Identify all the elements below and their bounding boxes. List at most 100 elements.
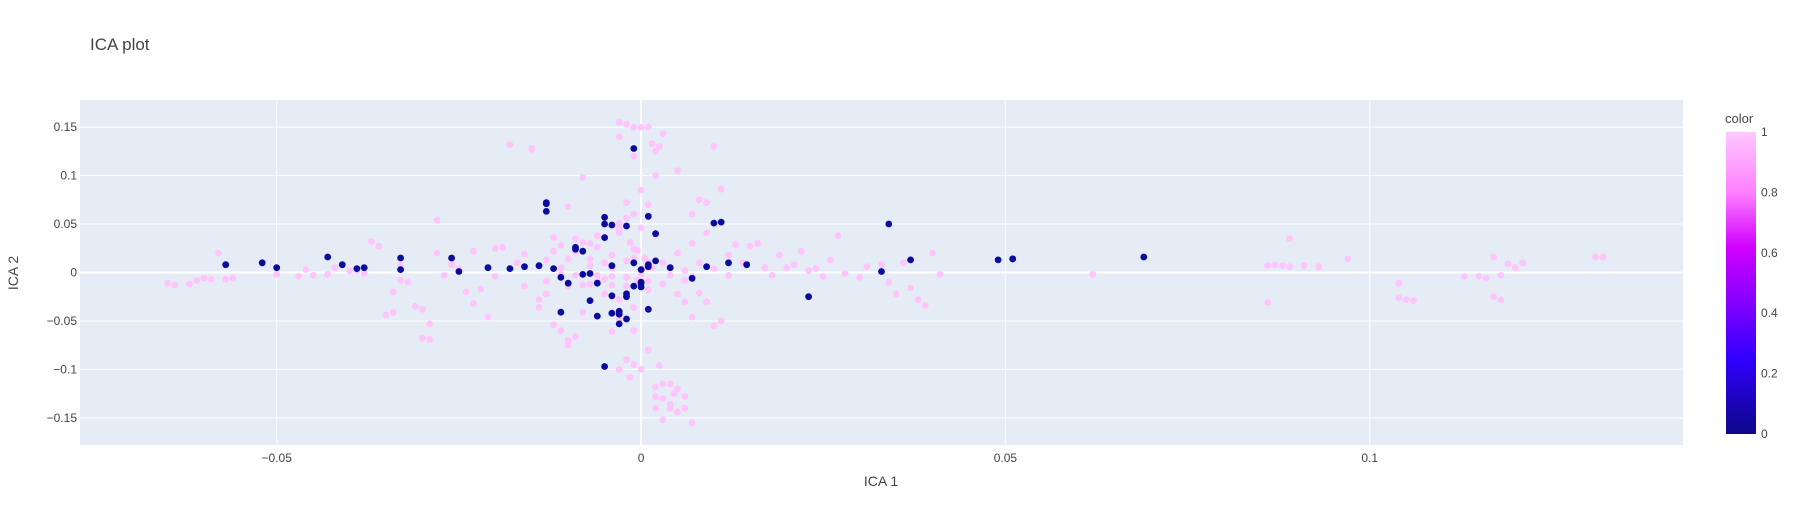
scatter-point-color-1 bbox=[608, 273, 616, 280]
scatter-point-color-1 bbox=[470, 300, 477, 307]
scatter-point-color-1 bbox=[557, 327, 565, 334]
scatter-point-color-1 bbox=[681, 267, 689, 274]
scatter-point-color-0 bbox=[608, 292, 616, 300]
scatter-point-color-1 bbox=[644, 277, 652, 285]
scatter-point-color-0 bbox=[703, 263, 710, 271]
scatter-point-color-0 bbox=[586, 270, 594, 277]
scatter-point-color-1 bbox=[655, 362, 663, 369]
scatter-point-color-1 bbox=[615, 219, 623, 227]
scatter-point-color-0 bbox=[550, 265, 557, 272]
scatter-point-color-1 bbox=[681, 393, 689, 400]
scatter-point-color-1 bbox=[491, 273, 499, 280]
scatter-point-color-1 bbox=[805, 267, 812, 274]
scatter-points bbox=[164, 118, 1607, 427]
scatter-point-color-1 bbox=[626, 373, 634, 381]
scatter-point-color-0 bbox=[557, 273, 565, 281]
scatter-point-color-1 bbox=[411, 303, 419, 310]
y-tick-label: −0.15 bbox=[47, 411, 78, 425]
scatter-point-color-0 bbox=[273, 264, 281, 272]
scatter-point-color-1 bbox=[564, 255, 572, 263]
scatter-point-color-1 bbox=[674, 249, 681, 257]
scatter-point-color-1 bbox=[368, 238, 375, 245]
scatter-point-color-0 bbox=[601, 220, 608, 228]
scatter-point-color-0 bbox=[644, 305, 652, 313]
scatter-point-color-1 bbox=[1271, 261, 1279, 269]
scatter-point-color-0 bbox=[222, 261, 230, 269]
y-axis-ticks: −0.15 −0.1 −0.05 0 0.05 0.1 0.15 bbox=[47, 120, 78, 425]
scatter-point-color-1 bbox=[229, 274, 237, 282]
scatter-point-color-1 bbox=[644, 286, 652, 294]
scatter-point-color-0 bbox=[1009, 255, 1017, 263]
scatter-point-color-1 bbox=[542, 256, 550, 264]
scatter-point-color-0 bbox=[324, 253, 332, 261]
scatter-point-color-1 bbox=[783, 264, 791, 272]
scatter-point-color-1 bbox=[659, 380, 667, 388]
scatter-point-color-1 bbox=[542, 290, 550, 298]
scatter-point-color-1 bbox=[666, 272, 674, 279]
scatter-point-color-1 bbox=[608, 251, 616, 259]
scatter-point-color-1 bbox=[564, 341, 572, 349]
scatter-point-color-1 bbox=[477, 285, 485, 293]
scatter-point-color-1 bbox=[717, 185, 725, 193]
chart-title: ICA plot bbox=[90, 35, 150, 54]
colorbar-title: color bbox=[1725, 111, 1754, 126]
scatter-point-color-1 bbox=[623, 214, 630, 222]
scatter-point-color-1 bbox=[615, 133, 623, 141]
scatter-point-color-1 bbox=[630, 304, 638, 311]
scatter-point-color-1 bbox=[659, 416, 667, 424]
scatter-point-color-0 bbox=[572, 243, 579, 251]
scatter-point-color-1 bbox=[623, 257, 630, 265]
scatter-point-color-1 bbox=[513, 259, 521, 267]
scatter-point-color-1 bbox=[798, 247, 805, 255]
scatter-point-color-1 bbox=[360, 270, 368, 277]
scatter-point-color-1 bbox=[710, 265, 718, 272]
scatter-point-color-1 bbox=[419, 305, 426, 313]
scatter-point-color-1 bbox=[586, 240, 594, 247]
scatter-point-color-1 bbox=[506, 141, 514, 149]
scatter-point-color-1 bbox=[389, 288, 397, 296]
scatter-point-color-1 bbox=[623, 282, 630, 290]
scatter-point-color-1 bbox=[593, 272, 601, 279]
colorbar-tick-label: 0.8 bbox=[1761, 185, 1778, 199]
scatter-point-color-1 bbox=[615, 296, 623, 303]
scatter-point-color-1 bbox=[470, 247, 477, 255]
scatter-point-color-0 bbox=[484, 264, 492, 272]
scatter-point-color-1 bbox=[670, 390, 678, 397]
colorbar: color 0 0.2 0.4 0.6 0.8 1 bbox=[1725, 111, 1778, 441]
colorbar-tick-label: 0 bbox=[1761, 427, 1768, 441]
scatter-point-color-1 bbox=[892, 290, 900, 298]
y-tick-label: −0.1 bbox=[53, 362, 77, 376]
scatter-point-color-1 bbox=[1286, 235, 1293, 243]
scatter-point-color-1 bbox=[572, 333, 579, 340]
scatter-point-color-1 bbox=[448, 261, 455, 269]
scatter-point-color-1 bbox=[528, 146, 536, 153]
scatter-point-color-1 bbox=[404, 278, 412, 286]
scatter-point-color-1 bbox=[222, 275, 230, 283]
x-tick-label: 0.05 bbox=[994, 451, 1018, 465]
scatter-point-color-1 bbox=[856, 273, 863, 281]
scatter-point-color-1 bbox=[666, 404, 674, 412]
scatter-point-color-1 bbox=[579, 308, 587, 316]
scatter-point-color-1 bbox=[630, 152, 638, 160]
scatter-point-color-1 bbox=[608, 281, 616, 289]
scatter-point-color-1 bbox=[703, 229, 710, 237]
scatter-point-color-1 bbox=[688, 419, 696, 427]
scatter-point-color-0 bbox=[564, 279, 572, 287]
scatter-point-color-1 bbox=[659, 395, 667, 402]
scatter-point-color-1 bbox=[623, 273, 630, 281]
scatter-point-color-1 bbox=[397, 276, 404, 284]
scatter-point-color-0 bbox=[652, 257, 659, 265]
colorbar-tick-label: 1 bbox=[1761, 125, 1768, 139]
y-tick-label: 0.05 bbox=[54, 217, 78, 231]
scatter-point-color-1 bbox=[754, 240, 761, 247]
scatter-point-color-1 bbox=[674, 167, 681, 175]
scatter-point-color-0 bbox=[637, 266, 645, 273]
scatter-point-color-1 bbox=[586, 280, 594, 288]
scatter-point-color-1 bbox=[535, 304, 543, 311]
scatter-point-color-1 bbox=[1300, 262, 1308, 270]
scatter-point-color-1 bbox=[1264, 262, 1272, 270]
scatter-point-color-1 bbox=[717, 317, 725, 325]
scatter-point-color-1 bbox=[419, 335, 426, 342]
scatter-point-color-1 bbox=[302, 266, 310, 273]
scatter-point-color-1 bbox=[626, 239, 634, 246]
